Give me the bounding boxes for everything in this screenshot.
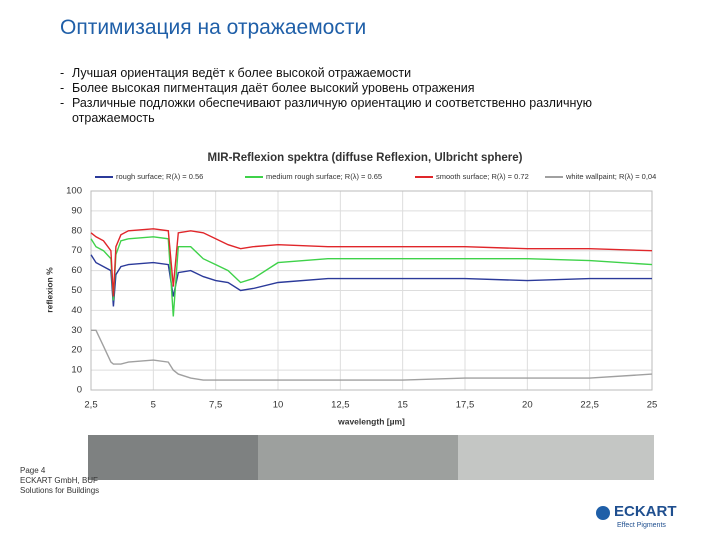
x-tick-label: 15 [397,400,408,411]
y-tick-label: 10 [71,365,82,376]
chart-title: MIR-Reflexion spektra (diffuse Reflexion… [207,152,522,164]
x-tick-label: 22,5 [580,400,599,411]
y-tick-label: 40 [71,305,82,316]
series-line [90,228,653,297]
bullet-text: Лучшая ориентация ведёт к более высокой … [72,66,412,80]
footer: Page 4 ECKART GmbH, BUF Solutions for Buil… [20,466,99,496]
series-line [90,254,652,307]
x-tick-label: 17,5 [456,400,475,411]
y-tick-label: 100 [66,186,82,197]
y-tick-label: 60 [71,265,82,276]
bullet-text: Различные подложки обеспечивают различну… [72,96,592,125]
footer-line: Solutions for Buildings [20,486,100,495]
bullet-marker: - [60,81,65,95]
footer-line: Page 4 [20,466,46,475]
y-tick-label: 80 [71,225,82,236]
x-tick-label: 7,5 [209,400,222,411]
sample-panel [458,435,654,480]
sample-panel [258,435,458,480]
legend-label: smooth surface; R(λ) = 0.72 [436,172,529,181]
y-tick-label: 30 [71,325,82,336]
x-tick-label: 20 [522,400,533,411]
bullet: - Лучшая ориентация ведёт к более высокой… [60,66,620,81]
sample-panel [88,435,258,480]
logo: ECKART [614,503,677,520]
y-tick-label: 90 [71,205,82,216]
logo-mark [596,506,610,520]
logo-tagline: Effect Pigments [617,522,666,529]
bullet: - Более высокая пигментация даёт более вы… [60,81,620,96]
bullet-marker: - [60,96,65,110]
bullet: - Различные подложки обеспечивают различн… [60,96,620,126]
footer-line: ECKART GmbH, BUF [20,476,98,485]
bullet-list: - Лучшая ориентация ведёт к более высокой… [60,66,620,126]
x-axis-label: wavelength [µm] [337,416,405,426]
series-line [90,236,653,317]
y-tick-label: 70 [71,245,82,256]
y-tick-label: 50 [71,285,82,296]
bullet-text: Более высокая пигментация даёт более выс… [72,81,475,95]
bullet-marker: - [60,66,65,80]
x-tick-label: 12,5 [331,400,350,411]
legend-label: rough surface; R(λ) = 0.56 [116,172,203,181]
legend-label: white wallpaint; R(λ) = 0,04 [565,172,656,181]
y-axis-label: reflexion % [44,267,54,313]
series-line [91,329,653,381]
x-tick-label: 10 [273,400,284,411]
x-tick-label: 25 [647,400,658,411]
plot-frame [90,190,653,391]
legend-label: medium rough surface; R(λ) = 0.65 [266,172,382,181]
y-tick-label: 20 [71,345,82,356]
y-tick-label: 0 [77,385,82,396]
slide-title: Оптимизация на отражаемости [60,16,367,39]
x-tick-label: 5 [151,400,156,411]
x-tick-label: 2,5 [84,400,97,411]
